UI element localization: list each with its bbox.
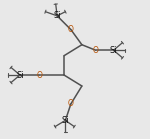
Text: Si: Si — [110, 46, 117, 55]
Text: O: O — [36, 70, 42, 80]
Text: O: O — [68, 25, 74, 34]
Text: O: O — [68, 99, 74, 108]
Text: Si: Si — [61, 116, 69, 125]
Text: Si: Si — [16, 70, 24, 80]
Text: Si: Si — [53, 11, 61, 20]
Text: O: O — [93, 46, 99, 55]
